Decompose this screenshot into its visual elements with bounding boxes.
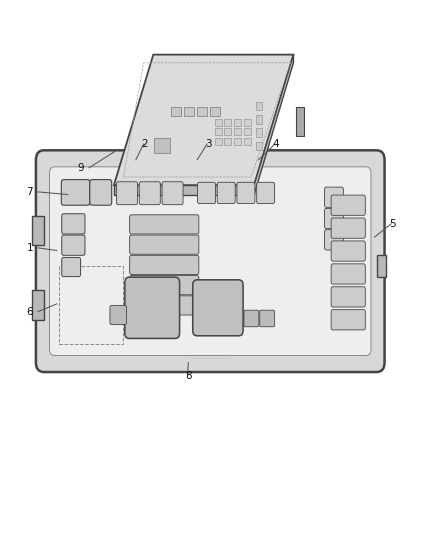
Bar xyxy=(224,119,231,126)
Bar xyxy=(224,138,231,145)
FancyBboxPatch shape xyxy=(198,182,215,204)
Bar xyxy=(59,266,123,344)
Bar xyxy=(296,107,304,136)
FancyBboxPatch shape xyxy=(325,187,343,207)
FancyBboxPatch shape xyxy=(244,310,259,327)
FancyBboxPatch shape xyxy=(260,310,275,327)
Bar xyxy=(377,255,386,277)
FancyBboxPatch shape xyxy=(117,182,138,205)
FancyBboxPatch shape xyxy=(162,182,183,205)
FancyBboxPatch shape xyxy=(331,310,365,330)
Text: 4: 4 xyxy=(272,139,279,149)
Text: 5: 5 xyxy=(389,219,396,229)
Bar xyxy=(244,128,251,135)
Polygon shape xyxy=(114,185,254,195)
FancyBboxPatch shape xyxy=(237,182,255,204)
Bar xyxy=(215,119,222,126)
FancyBboxPatch shape xyxy=(49,167,371,356)
Text: 3: 3 xyxy=(205,139,212,149)
FancyBboxPatch shape xyxy=(331,218,365,238)
Bar xyxy=(153,138,170,153)
Polygon shape xyxy=(114,55,293,185)
Bar xyxy=(256,128,262,137)
FancyBboxPatch shape xyxy=(331,241,365,261)
FancyBboxPatch shape xyxy=(139,182,160,205)
Bar xyxy=(215,138,222,145)
FancyBboxPatch shape xyxy=(257,182,275,204)
Bar xyxy=(32,216,44,245)
Bar xyxy=(210,107,220,116)
FancyBboxPatch shape xyxy=(62,257,81,277)
Polygon shape xyxy=(254,55,293,195)
Bar xyxy=(184,107,194,116)
Text: 6: 6 xyxy=(26,307,33,317)
Bar xyxy=(234,128,241,135)
FancyBboxPatch shape xyxy=(217,182,235,204)
Bar xyxy=(215,128,222,135)
FancyBboxPatch shape xyxy=(325,230,343,250)
Text: 9: 9 xyxy=(78,163,85,173)
Bar xyxy=(32,290,44,320)
Bar xyxy=(244,138,251,145)
FancyBboxPatch shape xyxy=(130,255,199,274)
FancyBboxPatch shape xyxy=(130,235,199,254)
FancyBboxPatch shape xyxy=(193,280,243,336)
Bar xyxy=(256,102,262,110)
Bar xyxy=(256,115,262,124)
Bar xyxy=(234,138,241,145)
FancyBboxPatch shape xyxy=(62,214,85,234)
FancyBboxPatch shape xyxy=(331,287,365,307)
FancyBboxPatch shape xyxy=(125,277,180,338)
Text: 7: 7 xyxy=(26,187,33,197)
FancyBboxPatch shape xyxy=(331,264,365,284)
FancyBboxPatch shape xyxy=(62,235,85,255)
FancyBboxPatch shape xyxy=(130,276,199,295)
Text: ________________: ________________ xyxy=(190,353,230,359)
Bar xyxy=(234,119,241,126)
Text: 1: 1 xyxy=(26,243,33,253)
Text: 2: 2 xyxy=(141,139,148,149)
Bar xyxy=(171,107,180,116)
Bar xyxy=(244,119,251,126)
FancyBboxPatch shape xyxy=(130,215,199,234)
Text: 8: 8 xyxy=(185,371,192,381)
FancyBboxPatch shape xyxy=(331,195,365,215)
FancyBboxPatch shape xyxy=(36,150,385,372)
FancyBboxPatch shape xyxy=(90,180,112,205)
FancyBboxPatch shape xyxy=(61,180,90,205)
FancyBboxPatch shape xyxy=(130,296,199,315)
FancyBboxPatch shape xyxy=(325,208,343,229)
Bar xyxy=(197,107,207,116)
Bar xyxy=(224,128,231,135)
FancyBboxPatch shape xyxy=(110,305,127,325)
Bar xyxy=(256,142,262,150)
